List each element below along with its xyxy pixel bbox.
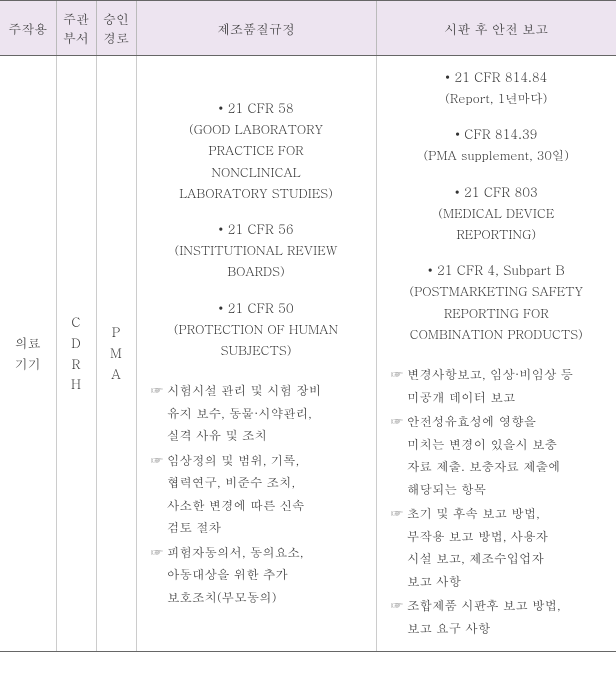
regulation-table: 주작용 주관 부서 승인 경로 제조품질규정 시판 후 안전 보고 의료 기기 [0,0,616,652]
c5-b1-l1: (Report, 1년마다) [385,88,609,109]
c4-n2-l3: 사소한 변경에 따른 신속 [167,496,305,514]
c5-n1-l2: 미공개 데이터 보고 [407,388,515,406]
c4-b2-l1: (INSTITUTIONAL REVIEW [145,240,368,261]
header-col2-line2: 부서 [63,28,89,47]
c5-n1-l1: 변경사항보고, 임상·비임상 등 [407,365,573,383]
marker-icon: ☞ [391,410,404,500]
c5-b3-l2: REPORTING) [385,224,609,245]
c4-b3-l2: SUBJECTS) [145,340,368,361]
header-col3: 승인 경로 [96,1,136,56]
c4-b2-title: • 21 CFR 56 [145,218,368,240]
marker-icon: ☞ [151,541,164,609]
appr-c1: P [105,322,128,343]
header-col2: 주관 부서 [56,1,96,56]
c5-b4-l3: COMBINATION PRODUCTS) [385,324,609,345]
table-row: 의료 기기 C D R H P M A [0,56,616,652]
c5-n2-l1: 안전성유효성에 영향을 [407,412,536,430]
cell-postmarket: • 21 CFR 814.84 (Report, 1년마다) • CFR 814… [376,56,616,652]
marker-icon: ☞ [391,502,404,592]
c5-notes: ☞ 변경사항보고, 임상·비임상 등 미공개 데이터 보고 ☞ 안전성유효성에 … [385,363,609,639]
c5-b4-l2: REPORTING FOR [385,303,609,324]
c5-b1-title: • 21 CFR 814.84 [385,66,609,88]
header-col4: 제조품질규정 [136,1,376,56]
c5-n3-l4: 보고 사항 [407,572,461,590]
cell-dept: C D R H [56,56,96,652]
c4-b1-l1: (GOOD LABORATORY [145,119,368,140]
c5-n2-l3: 자료 제출. 보충자료 제출에 [407,457,561,475]
dept-c3: R [65,354,88,375]
header-row: 주작용 주관 부서 승인 경로 제조품질규정 시판 후 안전 보고 [0,1,616,56]
cell-quality-reg: • 21 CFR 58 (GOOD LABORATORY PRACTICE FO… [136,56,376,652]
c4-b1-l3: NONCLINICAL [145,162,368,183]
dept-c4: H [65,374,88,395]
c4-n3-l2: 아동대상을 위한 추가 [167,565,288,583]
c4-n1-l2: 유지 보수, 동물·시약관리, [167,404,312,422]
marker-icon: ☞ [391,594,404,639]
header-col3-line1: 승인 [103,9,129,28]
marker-icon: ☞ [151,449,164,539]
c4-b1-l2: PRACTICE FOR [145,140,368,161]
c4-n1-l3: 실격 사유 및 조치 [167,426,267,444]
c5-b4-l1: (POSTMARKETING SAFETY [385,281,609,302]
c5-n3-l2: 부작용 보고 방법, 사용자 [407,527,548,545]
c4-b3-title: • 21 CFR 50 [145,297,368,319]
c5-b2-title: • CFR 814.39 [385,123,609,145]
c5-b2-l1: (PMA supplement, 30일) [385,145,609,166]
c4-n3-l3: 보호조치(부모동의) [167,588,276,606]
c5-n2-l4: 해당되는 항목 [407,480,486,498]
c4-n2-l1: 임상정의 및 범위, 기록, [167,451,299,469]
c5-n4-l2: 보고 요구 사항 [407,619,490,637]
c5-n3-l3: 시설 보고, 제조수입업자 [407,549,544,567]
c5-b4-title: • 21 CFR 4, Subpart B [385,259,609,281]
main-action-l2: 기기 [8,354,48,375]
header-col2-line1: 주관 [63,9,89,28]
header-col1: 주작용 [0,1,56,56]
c5-b3-l1: (MEDICAL DEVICE [385,203,609,224]
c5-n2-l2: 미치는 변경이 있을시 보충 [407,435,557,453]
c4-n2-l4: 검토 절차 [167,518,221,536]
marker-icon: ☞ [391,363,404,408]
header-col5: 시판 후 안전 보고 [376,1,616,56]
c4-n3-l1: 피험자동의서, 동의요소, [167,543,303,561]
dept-c2: D [65,333,88,354]
header-col3-line2: 경로 [103,28,129,47]
c4-b2-l2: BOARDS) [145,261,368,282]
appr-c2: M [105,343,128,364]
cell-approval: P M A [96,56,136,652]
c4-b3-l1: (PROTECTION OF HUMAN [145,319,368,340]
c4-notes: ☞ 시험시설 관리 및 시험 장비 유지 보수, 동물·시약관리, 실격 사유 … [145,379,368,608]
cell-main-action: 의료 기기 [0,56,56,652]
main-action-l1: 의료 [8,333,48,354]
c4-b1-title: • 21 CFR 58 [145,97,368,119]
c5-b3-title: • 21 CFR 803 [385,181,609,203]
c5-n4-l1: 조합제품 시판후 보고 방법, [407,596,561,614]
appr-c3: A [105,364,128,385]
c4-b1-l4: LABORATORY STUDIES) [145,183,368,204]
dept-c1: C [65,312,88,333]
c4-n1-l1: 시험시설 관리 및 시험 장비 [167,381,321,399]
c4-n2-l2: 협력연구, 비준수 조치, [167,473,295,491]
marker-icon: ☞ [151,379,164,447]
c5-n3-l1: 초기 및 후속 보고 방법, [407,504,540,522]
